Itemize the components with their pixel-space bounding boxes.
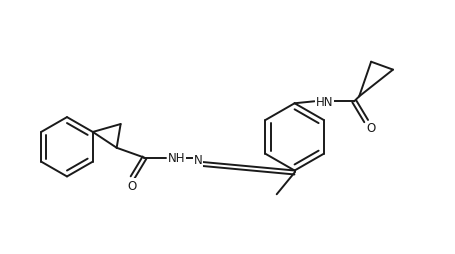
Text: O: O [366,122,375,135]
Text: N: N [193,153,202,166]
Text: HN: HN [315,96,333,108]
Text: O: O [126,179,136,192]
Text: NH: NH [167,152,185,165]
